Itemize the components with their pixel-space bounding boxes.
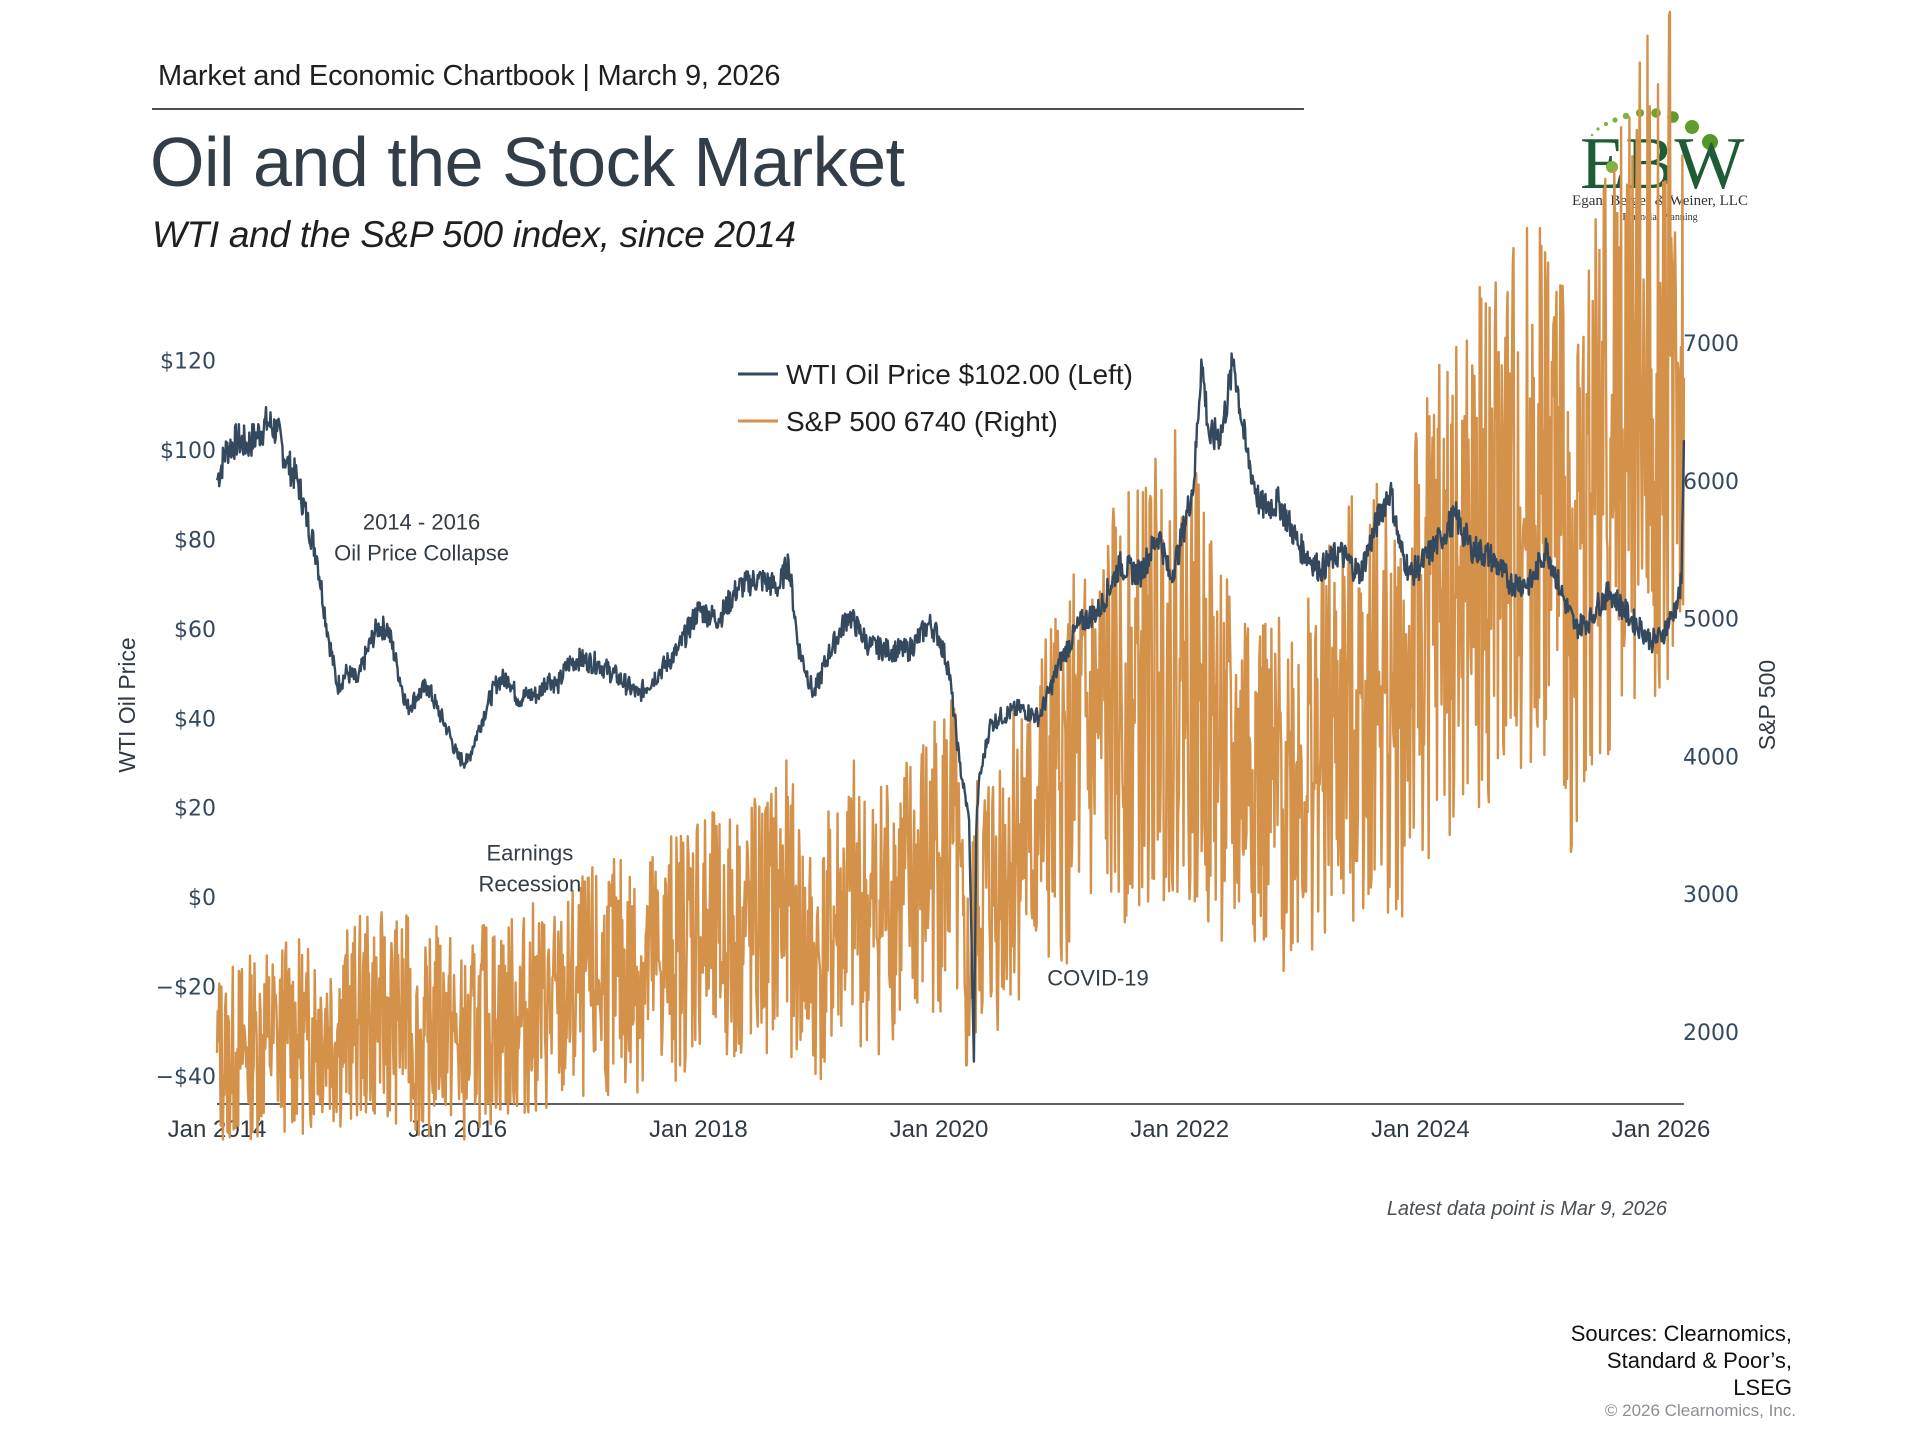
page-subtitle: WTI and the S&P 500 index, since 2014	[152, 214, 796, 255]
annotation-text: 2014 - 2016	[363, 509, 480, 534]
left-tick-label: $120	[160, 350, 216, 375]
source-line: Standard & Poor’s,	[1606, 1348, 1792, 1373]
company-logo: EBW Egan, Berger & Weiner, LLC Financial…	[1540, 80, 1780, 240]
right-tick-label: 2000	[1683, 1021, 1739, 1046]
right-axis-label: S&P 500	[1754, 660, 1780, 750]
right-tick-label: 3000	[1683, 883, 1739, 908]
left-tick-label: $60	[174, 618, 216, 643]
right-tick-label: 7000	[1683, 332, 1739, 357]
left-axis-label: WTI Oil Price	[114, 637, 140, 772]
x-tick-label: Jan 2024	[1371, 1116, 1470, 1143]
logo-tagline: Financial Planning	[1622, 212, 1698, 223]
right-tick-label: 6000	[1683, 470, 1739, 495]
sources-block: Sources: Clearnomics, Standard & Poor’s,…	[1571, 1320, 1792, 1401]
source-line: Sources: Clearnomics,	[1570, 1321, 1792, 1346]
series-layer	[215, 10, 1686, 1141]
x-tick-label: Jan 2020	[890, 1116, 989, 1143]
legend-label-sp500: S&P 500 6740 (Right)	[786, 406, 1058, 437]
wti-oil-line	[215, 352, 1686, 1063]
right-axis-ticks: 2000 3000 4000 5000 6000 7000	[1683, 332, 1739, 1046]
right-tick-label: 5000	[1683, 608, 1739, 633]
page-title: Oil and the Stock Market	[150, 123, 905, 201]
x-tick-label: Jan 2022	[1130, 1116, 1229, 1143]
legend-label-wti: WTI Oil Price $102.00 (Left)	[786, 359, 1133, 390]
x-tick-label: Jan 2026	[1612, 1116, 1711, 1143]
left-tick-label: $100	[160, 439, 216, 464]
annotation-text: Earnings	[486, 840, 573, 865]
chart-legend: WTI Oil Price $102.00 (Left) S&P 500 674…	[738, 359, 1133, 437]
left-axis-ticks: −$40 −$20 $0 $20 $40 $60 $80 $100 $120	[156, 350, 216, 1090]
logo-dots-arc	[1590, 108, 1718, 150]
chartbook-header: Market and Economic Chartbook | March 9,…	[158, 60, 781, 92]
right-tick-label: 4000	[1683, 745, 1739, 770]
annotation-text: COVID-19	[1047, 966, 1148, 991]
left-tick-label: $80	[174, 528, 216, 553]
left-tick-label: −$20	[156, 976, 216, 1001]
left-tick-label: −$40	[156, 1065, 216, 1090]
x-tick-label: Jan 2018	[649, 1116, 748, 1143]
annotation-text: Oil Price Collapse	[334, 540, 509, 565]
ebw-logo-mark: EBW	[1580, 108, 1745, 205]
chart-annotations: 2014 - 2016 Oil Price Collapse Earnings Rec…	[334, 509, 1149, 990]
latest-data-note: Latest data point is Mar 9, 2026	[1386, 1198, 1667, 1220]
header-divider	[152, 108, 1304, 110]
copyright: © 2026 Clearnomics, Inc.	[1604, 1401, 1796, 1420]
left-tick-label: $40	[174, 707, 216, 732]
sp500-line	[215, 10, 1686, 1141]
left-tick-label: $0	[188, 886, 216, 911]
annotation-text: Recession	[479, 871, 582, 896]
x-axis-ticks: Jan 2014 Jan 2016 Jan 2018 Jan 2020 Jan 2022…	[168, 1116, 1711, 1143]
source-line: LSEG	[1733, 1375, 1792, 1400]
left-tick-label: $20	[174, 797, 216, 822]
